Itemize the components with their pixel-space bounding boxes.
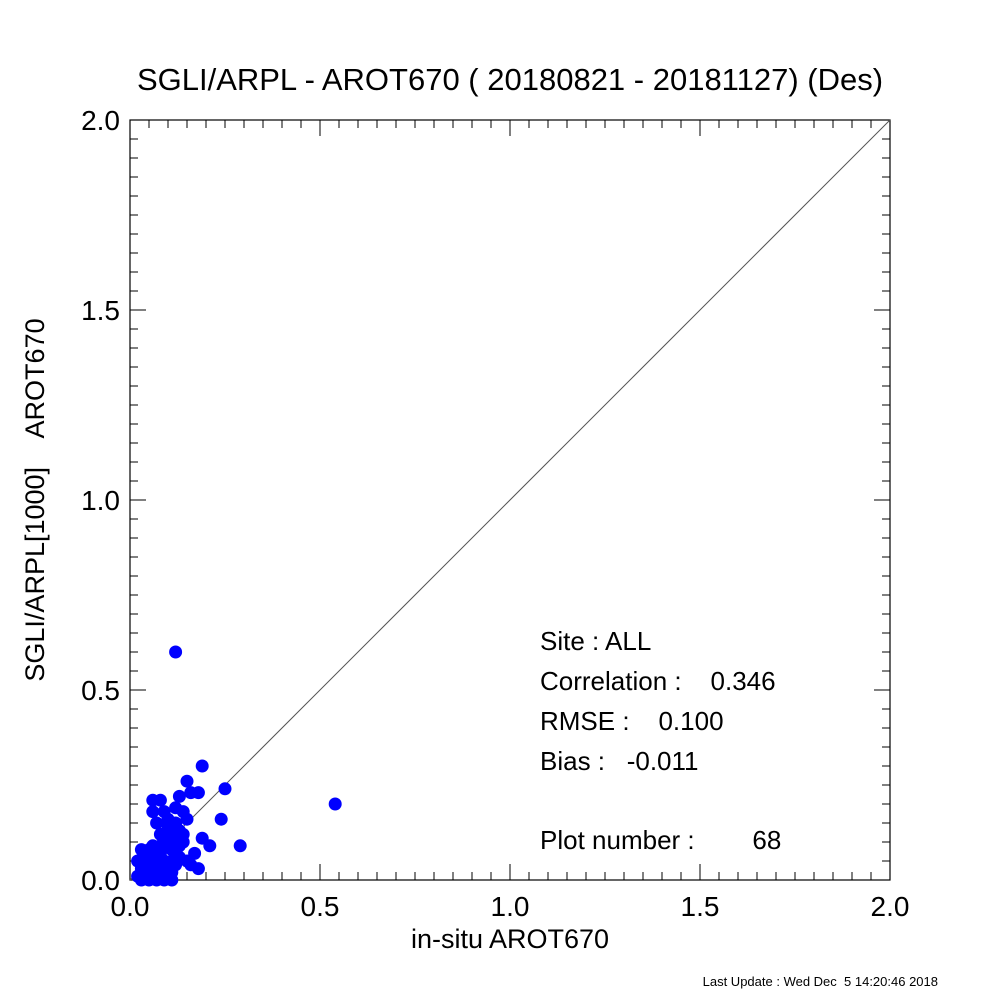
y-axis-label: SGLI/ARPL[1000] AROT670 xyxy=(20,318,50,681)
data-point xyxy=(176,805,190,819)
x-tick-label: 1.5 xyxy=(681,891,720,922)
data-point xyxy=(184,858,198,872)
data-point xyxy=(172,789,186,803)
x-axis-label: in-situ AROT670 xyxy=(411,924,609,954)
data-point xyxy=(195,831,209,845)
y-tick-label: 0.5 xyxy=(81,675,120,706)
data-point xyxy=(150,816,164,830)
data-point xyxy=(146,793,160,807)
data-point xyxy=(169,645,183,659)
x-tick-label: 2.0 xyxy=(871,891,910,922)
x-tick-label: 0.0 xyxy=(111,891,150,922)
y-tick-label: 0.0 xyxy=(81,865,120,896)
last-update-footer: Last Update : Wed Dec 5 14:20:46 2018 xyxy=(703,974,938,989)
stats-plot-number: Plot number : 68 xyxy=(540,825,781,855)
stats-rmse: RMSE : 0.100 xyxy=(540,706,724,736)
stats-correlation: Correlation : 0.346 xyxy=(540,666,776,696)
data-point xyxy=(169,831,183,845)
stats-site: Site : ALL xyxy=(540,626,651,656)
data-point xyxy=(195,759,209,773)
minor-ticks xyxy=(130,120,890,880)
data-point xyxy=(233,839,247,853)
data-point xyxy=(146,805,160,819)
one-to-one-line xyxy=(129,119,891,881)
data-points xyxy=(131,645,342,887)
y-tick-label: 1.5 xyxy=(81,295,120,326)
data-point xyxy=(165,873,179,887)
data-point xyxy=(146,850,160,864)
data-point xyxy=(153,839,167,853)
stats-box: Site : ALL Correlation : 0.346 RMSE : 0.… xyxy=(540,626,781,855)
x-tick-label: 0.5 xyxy=(301,891,340,922)
data-point xyxy=(180,774,194,788)
y-tick-labels: 0.0 0.5 1.0 1.5 2.0 xyxy=(81,105,120,896)
data-point xyxy=(328,797,342,811)
y-tick-label: 2.0 xyxy=(81,105,120,136)
chart-title: SGLI/ARPL - AROT670 ( 20180821 - 2018112… xyxy=(137,62,883,97)
data-point xyxy=(165,843,179,857)
data-point xyxy=(184,786,198,800)
stats-bias: Bias : -0.011 xyxy=(540,746,699,776)
x-tick-label: 1.0 xyxy=(491,891,530,922)
data-point xyxy=(214,812,228,826)
y-tick-label: 1.0 xyxy=(81,485,120,516)
major-ticks xyxy=(129,119,891,881)
data-point xyxy=(161,820,175,834)
data-point xyxy=(218,782,232,796)
x-tick-labels: 0.0 0.5 1.0 1.5 2.0 xyxy=(111,891,910,922)
